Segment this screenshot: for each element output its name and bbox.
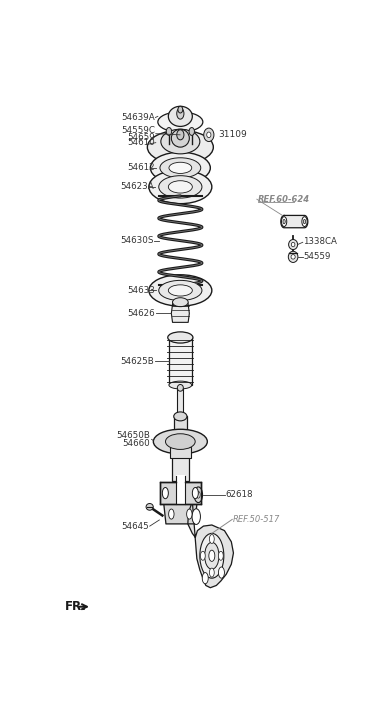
Ellipse shape (202, 573, 208, 584)
Text: 54625B: 54625B (120, 357, 154, 366)
Ellipse shape (205, 542, 219, 569)
Text: REF.50-517: REF.50-517 (233, 515, 280, 524)
Text: 54610: 54610 (127, 138, 155, 147)
Ellipse shape (209, 550, 215, 561)
Ellipse shape (147, 130, 213, 164)
Polygon shape (171, 302, 189, 322)
Ellipse shape (180, 130, 190, 140)
Text: 31109: 31109 (218, 130, 247, 140)
Ellipse shape (150, 152, 211, 183)
Text: 54639A: 54639A (121, 113, 155, 122)
Ellipse shape (283, 220, 285, 224)
Bar (176, 475, 185, 505)
Text: 54650B: 54650B (116, 432, 150, 441)
Text: REF.60-624: REF.60-624 (259, 195, 310, 204)
Ellipse shape (169, 162, 192, 174)
Ellipse shape (189, 127, 194, 135)
Ellipse shape (166, 434, 195, 449)
Ellipse shape (200, 534, 224, 578)
Ellipse shape (192, 488, 199, 499)
Ellipse shape (187, 509, 192, 519)
Text: 54559C: 54559C (121, 126, 155, 135)
Ellipse shape (178, 106, 183, 113)
Ellipse shape (192, 509, 200, 524)
Ellipse shape (183, 132, 187, 137)
Ellipse shape (146, 504, 153, 510)
Ellipse shape (288, 252, 298, 262)
Ellipse shape (204, 128, 214, 142)
Ellipse shape (303, 220, 306, 224)
Ellipse shape (168, 332, 193, 343)
Ellipse shape (177, 108, 184, 119)
Polygon shape (188, 502, 233, 587)
Ellipse shape (168, 106, 192, 126)
Ellipse shape (173, 298, 188, 307)
Text: 54612: 54612 (127, 164, 155, 172)
Text: 1338CA: 1338CA (303, 237, 337, 246)
Bar (174, 417, 187, 434)
Text: FR.: FR. (65, 601, 87, 614)
Ellipse shape (169, 381, 192, 389)
Text: 54626: 54626 (127, 309, 155, 318)
Ellipse shape (197, 491, 200, 498)
Ellipse shape (172, 430, 189, 439)
Bar (172, 434, 189, 481)
Ellipse shape (200, 551, 205, 561)
Ellipse shape (218, 567, 224, 578)
Text: 54659: 54659 (127, 133, 155, 142)
Ellipse shape (289, 239, 298, 249)
Ellipse shape (291, 242, 295, 246)
Ellipse shape (177, 385, 183, 391)
Ellipse shape (209, 568, 214, 577)
Ellipse shape (149, 275, 212, 306)
Ellipse shape (209, 534, 214, 544)
Ellipse shape (161, 129, 200, 154)
Bar (177, 387, 183, 417)
Ellipse shape (168, 285, 192, 296)
Text: 54559: 54559 (303, 252, 330, 261)
Ellipse shape (177, 130, 184, 140)
Bar (170, 447, 190, 459)
Ellipse shape (171, 129, 189, 147)
Ellipse shape (160, 158, 201, 178)
Text: 54645: 54645 (121, 521, 149, 531)
Bar (160, 482, 201, 505)
Bar (169, 337, 192, 385)
Ellipse shape (291, 254, 295, 259)
Ellipse shape (163, 488, 168, 499)
Ellipse shape (302, 217, 307, 227)
Ellipse shape (218, 551, 223, 561)
Ellipse shape (149, 170, 212, 204)
Ellipse shape (281, 217, 287, 227)
Ellipse shape (168, 181, 192, 193)
Ellipse shape (174, 412, 187, 421)
Ellipse shape (153, 429, 207, 454)
Ellipse shape (194, 487, 202, 502)
Text: 54660: 54660 (123, 439, 150, 448)
Text: 62618: 62618 (225, 490, 253, 499)
Polygon shape (281, 215, 308, 228)
Ellipse shape (158, 112, 203, 132)
Ellipse shape (159, 281, 202, 300)
Text: 54623A: 54623A (120, 182, 154, 191)
Ellipse shape (169, 509, 174, 519)
Ellipse shape (166, 127, 172, 135)
Ellipse shape (207, 132, 211, 137)
Ellipse shape (159, 176, 202, 198)
Text: 54630S: 54630S (120, 236, 153, 245)
Polygon shape (164, 505, 197, 524)
Text: 54633: 54633 (127, 286, 155, 295)
